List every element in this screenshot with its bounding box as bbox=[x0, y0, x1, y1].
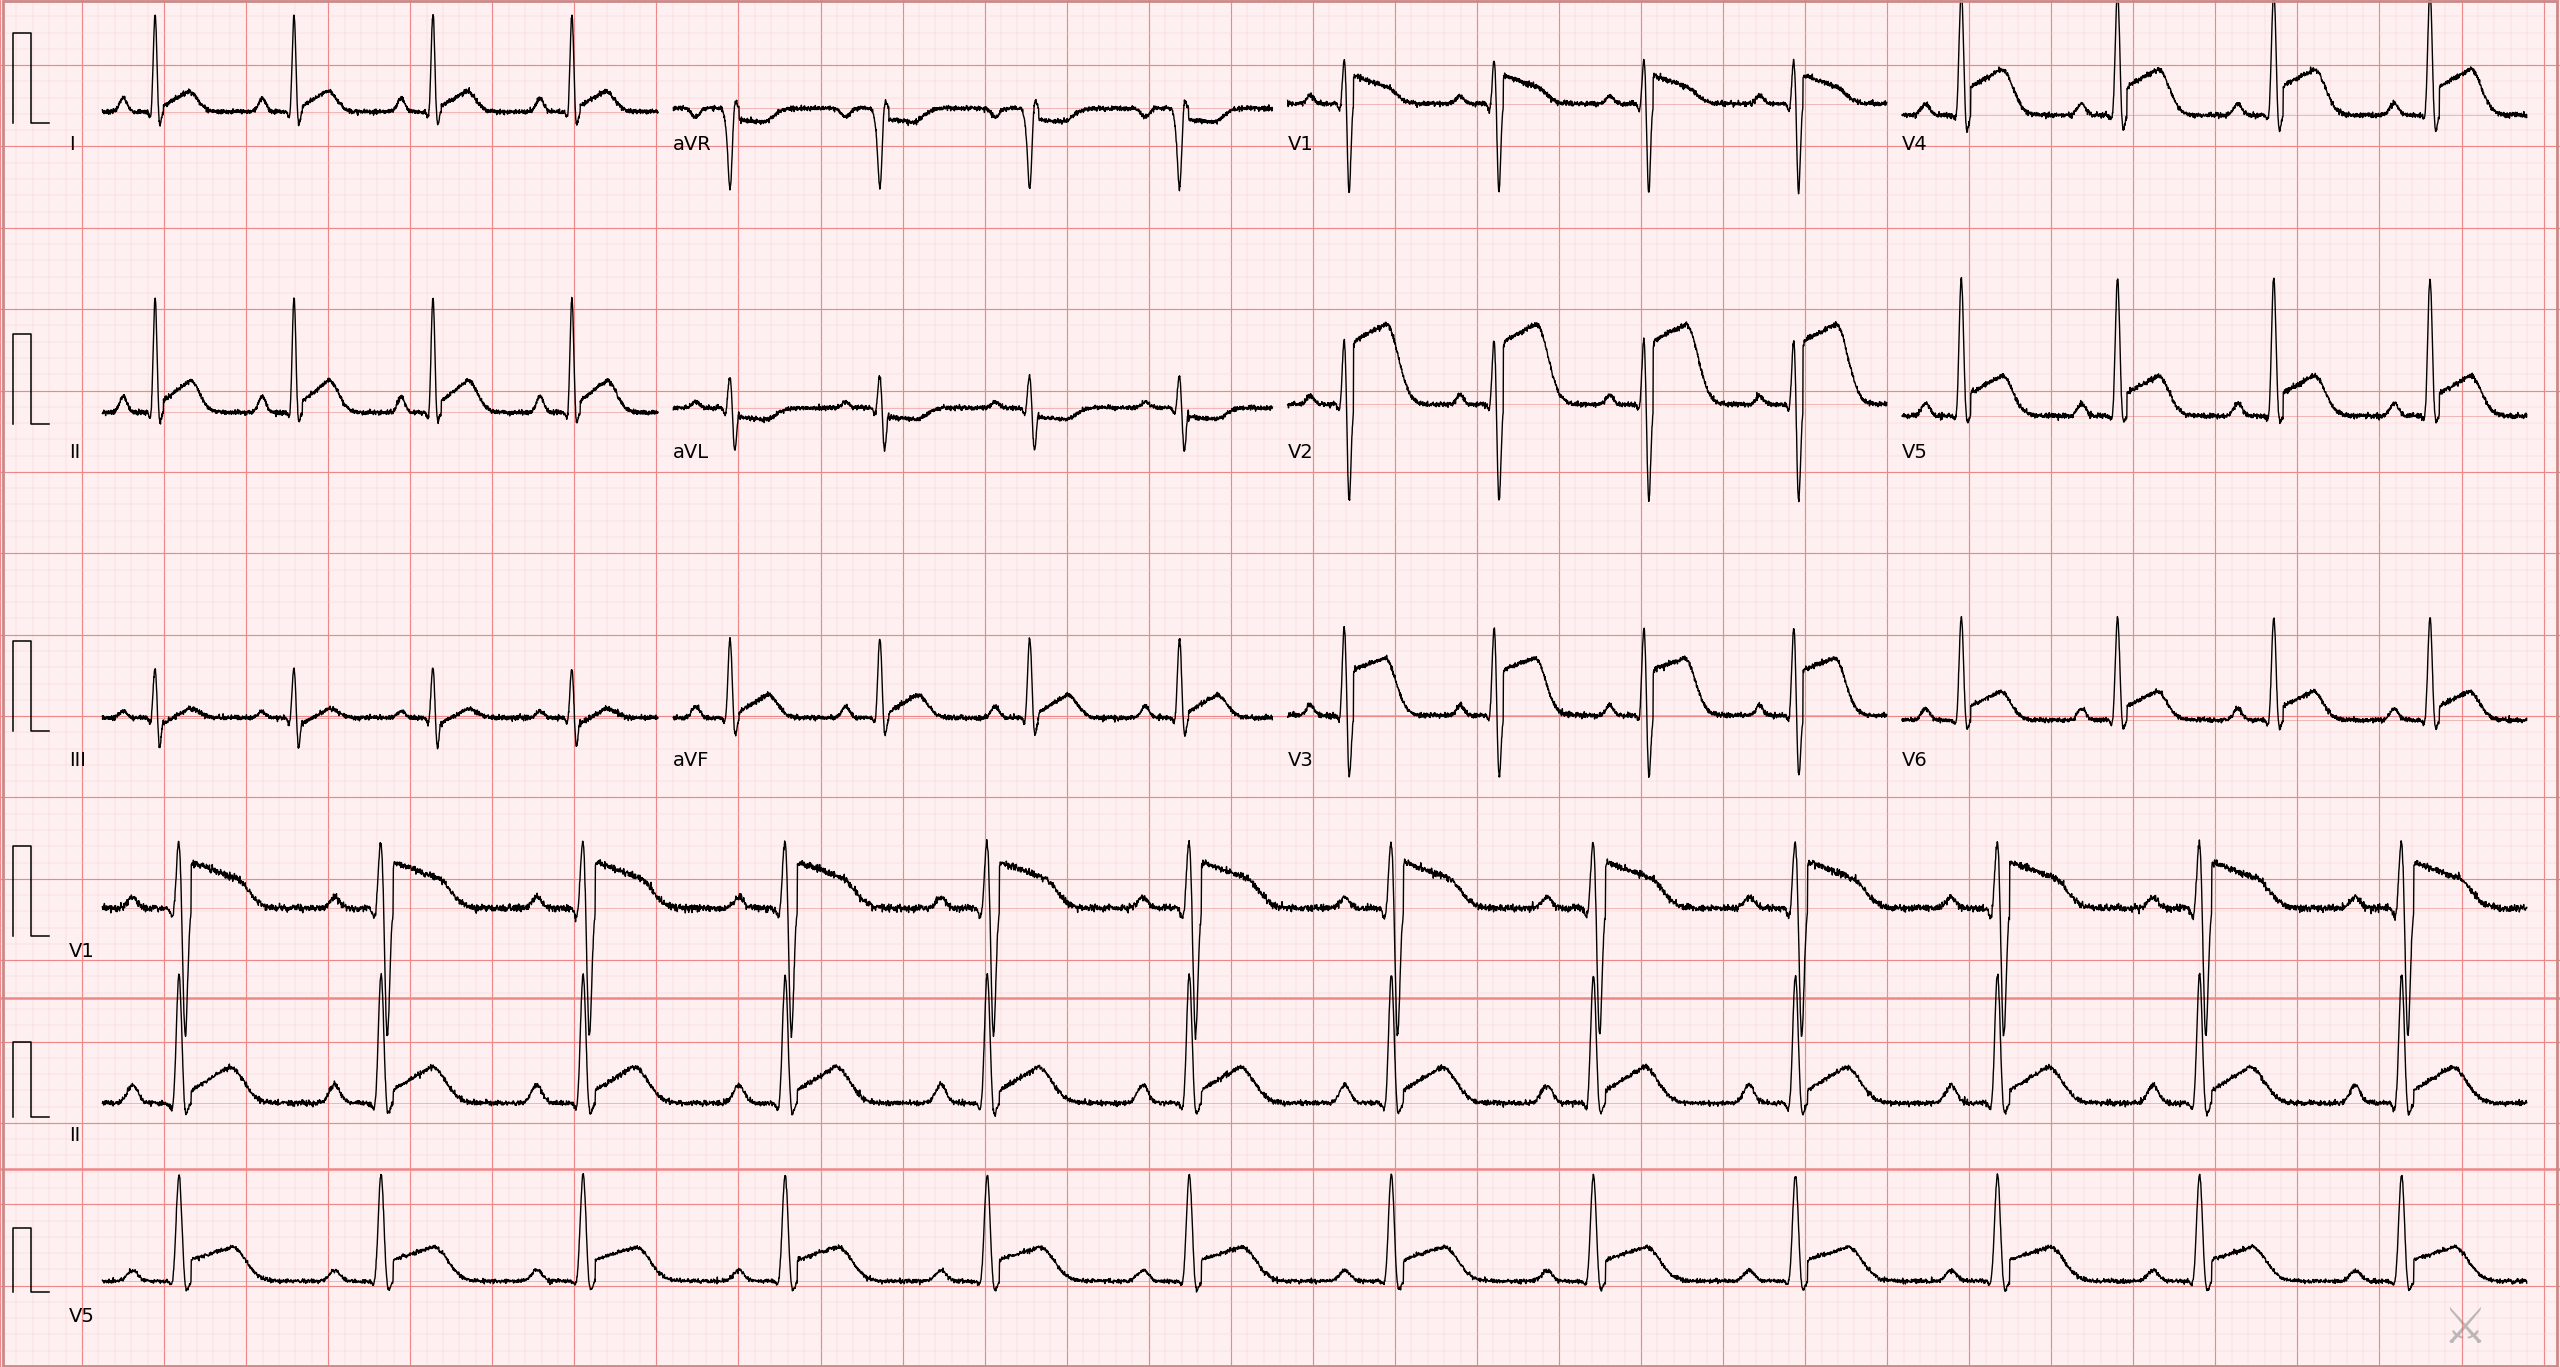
Text: III: III bbox=[69, 750, 87, 770]
Text: V5: V5 bbox=[69, 1307, 95, 1326]
Text: V6: V6 bbox=[1902, 750, 1928, 770]
Text: V3: V3 bbox=[1288, 750, 1313, 770]
Text: I: I bbox=[69, 135, 74, 154]
Text: ⚔: ⚔ bbox=[2442, 1305, 2488, 1353]
Text: V1: V1 bbox=[69, 942, 95, 961]
Text: aVL: aVL bbox=[673, 443, 709, 462]
Text: V4: V4 bbox=[1902, 135, 1928, 154]
Text: II: II bbox=[69, 443, 79, 462]
Text: V2: V2 bbox=[1288, 443, 1313, 462]
Text: aVR: aVR bbox=[673, 135, 712, 154]
Text: V5: V5 bbox=[1902, 443, 1928, 462]
Text: V1: V1 bbox=[1288, 135, 1313, 154]
Text: II: II bbox=[69, 1126, 79, 1146]
Text: aVF: aVF bbox=[673, 750, 709, 770]
